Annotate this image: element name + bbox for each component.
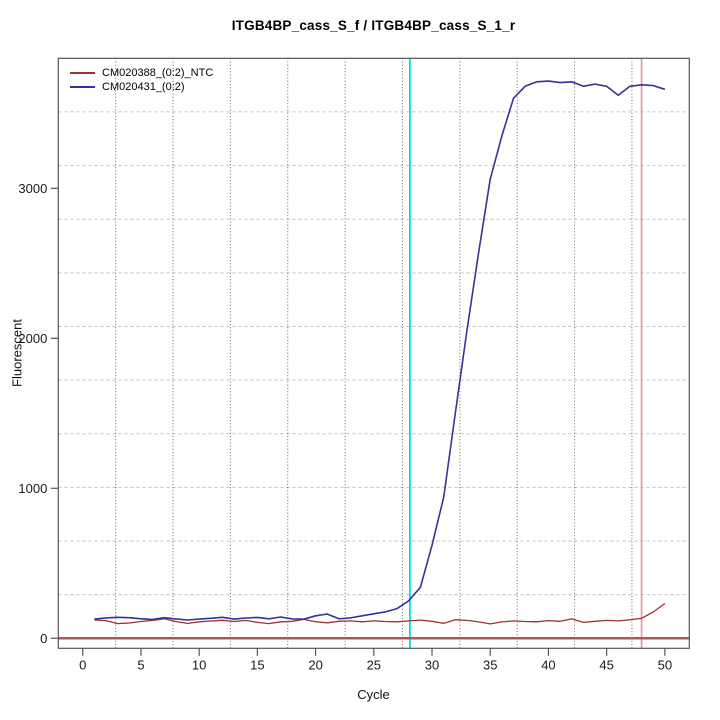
series-line-ntc — [94, 602, 666, 625]
series-line-sample — [94, 80, 666, 621]
legend: CM020388_(0:2)_NTC CM020431_(0:2) — [70, 66, 213, 94]
y-tick-label: 0 — [40, 631, 47, 646]
x-axis-label: Cycle — [357, 687, 390, 702]
y-axis-label: Fluorescent — [9, 319, 25, 387]
legend-line-sample-sample — [70, 86, 95, 88]
x-tick-label: 30 — [425, 657, 439, 672]
x-tick-label: 10 — [192, 657, 206, 672]
x-tick-label: 50 — [658, 657, 672, 672]
x-tick-label: 40 — [541, 657, 555, 672]
chart-title: ITGB4BP_cass_S_f / ITGB4BP_cass_S_1_r — [231, 18, 516, 33]
x-tick-label: 5 — [137, 657, 144, 672]
plot-box — [57, 57, 690, 649]
x-tick-label: 45 — [599, 657, 613, 672]
x-tick-label: 25 — [367, 657, 381, 672]
y-tick-label: 3000 — [18, 181, 47, 196]
legend-item-ntc: CM020388_(0:2)_NTC — [70, 66, 213, 80]
legend-line-sample-ntc — [70, 72, 95, 74]
x-tick-label: 15 — [250, 657, 264, 672]
x-tick-label: 20 — [308, 657, 322, 672]
x-tick-label: 0 — [79, 657, 86, 672]
legend-item-sample: CM020431_(0:2) — [70, 80, 213, 94]
legend-label-sample: CM020431_(0:2) — [102, 81, 185, 93]
y-tick-label: 2000 — [18, 331, 47, 346]
x-tick-label: 35 — [483, 657, 497, 672]
y-tick-label: 1000 — [18, 481, 47, 496]
legend-label-ntc: CM020388_(0:2)_NTC — [102, 67, 214, 79]
